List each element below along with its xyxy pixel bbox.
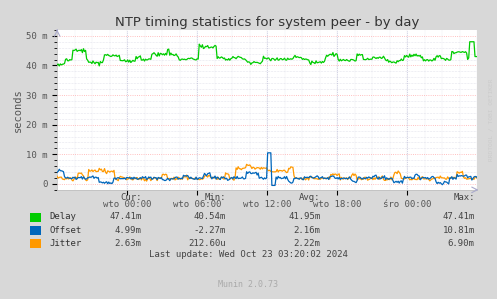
Text: Max:: Max: [453, 193, 475, 202]
Text: 41.95m: 41.95m [288, 212, 321, 221]
Text: 2.16m: 2.16m [294, 226, 321, 235]
Text: 47.41m: 47.41m [109, 212, 142, 221]
Text: Last update: Wed Oct 23 03:20:02 2024: Last update: Wed Oct 23 03:20:02 2024 [149, 250, 348, 259]
Text: Avg:: Avg: [299, 193, 321, 202]
Text: Cur:: Cur: [120, 193, 142, 202]
Text: 212.60u: 212.60u [188, 239, 226, 248]
Text: 47.41m: 47.41m [442, 212, 475, 221]
Text: Delay: Delay [50, 212, 77, 221]
Text: Jitter: Jitter [50, 239, 82, 248]
Y-axis label: seconds: seconds [13, 88, 23, 132]
Text: -2.27m: -2.27m [194, 226, 226, 235]
Text: 10.81m: 10.81m [442, 226, 475, 235]
Text: Min:: Min: [205, 193, 226, 202]
Text: 2.63m: 2.63m [115, 239, 142, 248]
Text: RRDTOOL / TOBI OETIKER: RRDTOOL / TOBI OETIKER [488, 78, 493, 161]
Text: Offset: Offset [50, 226, 82, 235]
Text: 2.22m: 2.22m [294, 239, 321, 248]
Text: 40.54m: 40.54m [194, 212, 226, 221]
Text: Munin 2.0.73: Munin 2.0.73 [219, 280, 278, 289]
Title: NTP timing statistics for system peer - by day: NTP timing statistics for system peer - … [115, 16, 419, 29]
Text: 4.99m: 4.99m [115, 226, 142, 235]
Text: 6.90m: 6.90m [448, 239, 475, 248]
